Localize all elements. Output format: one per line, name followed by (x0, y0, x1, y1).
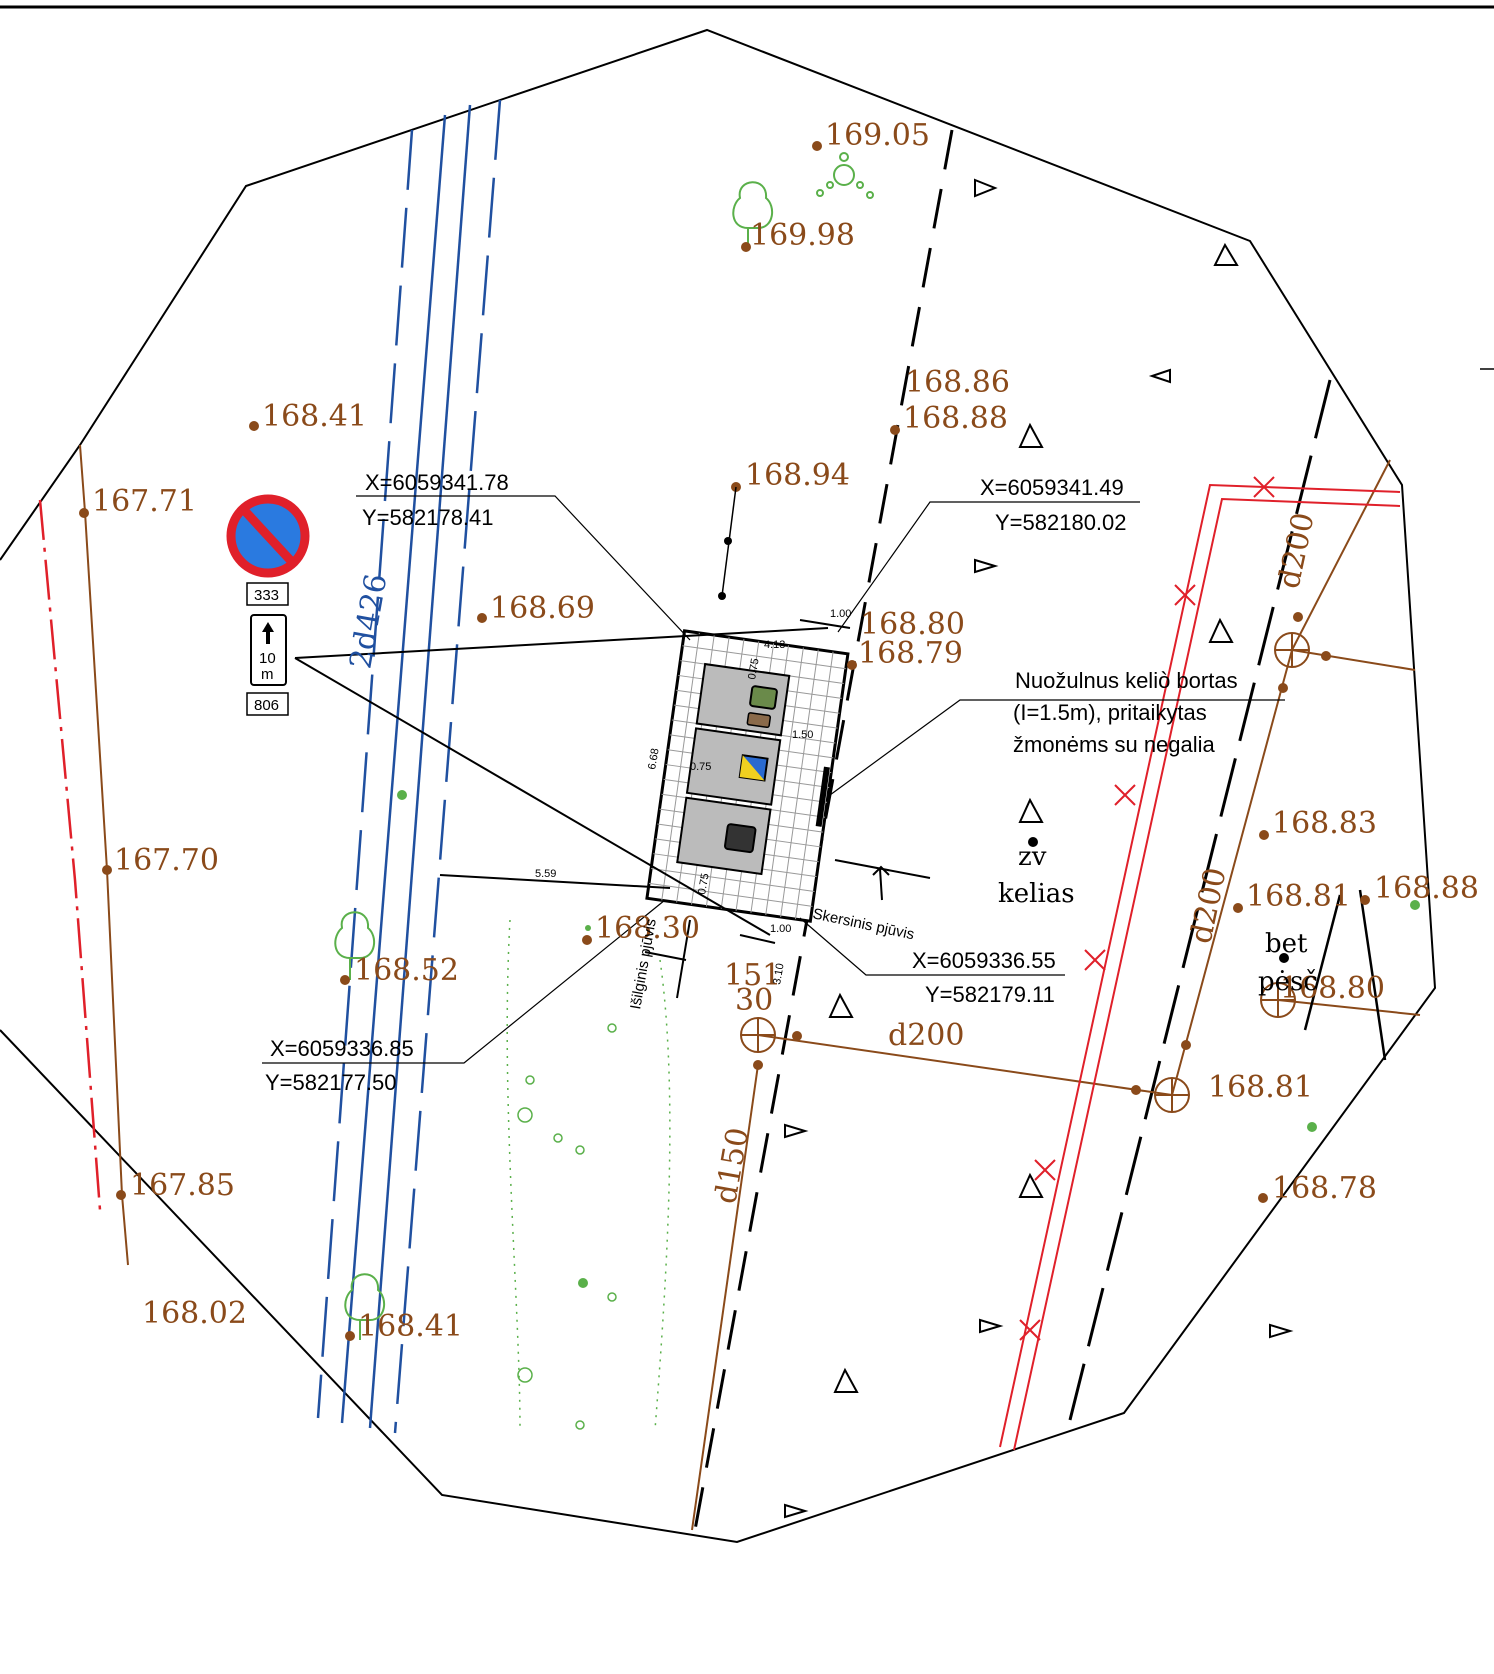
well-label: 30 (735, 983, 773, 1018)
surface-label: kelias (998, 879, 1075, 909)
coord-x: X=6059341.49 (980, 475, 1124, 500)
wells (740, 632, 1310, 1113)
elevation-label: 168.78 (1272, 1171, 1377, 1206)
shrub-icons (517, 1023, 617, 1430)
water-pipes (316, 99, 502, 1434)
surface-label: pėsč (1258, 967, 1318, 997)
sign-code-top: 333 (254, 587, 279, 604)
right-lines (1303, 889, 1387, 1061)
survey-boundary (0, 28, 1437, 1544)
surface-label: zv (1018, 842, 1047, 872)
elevation-label: 168.41 (262, 399, 367, 434)
coord-x: X=6059341.78 (365, 470, 509, 495)
road-lines (693, 129, 1332, 1531)
elevation-label: 167.70 (114, 843, 219, 878)
sign-leaders (294, 627, 829, 936)
survey-points (79, 141, 1370, 1341)
elevation-labels: 169.05 169.98 168.86 168.88 168.41 168.9… (92, 118, 1479, 1344)
section-markers (644, 859, 931, 999)
pipe-label-d150: d150 (708, 1125, 756, 1206)
vegetation-patch (506, 919, 671, 1431)
coord-y: Y=582178.41 (362, 505, 494, 530)
pipe-label-d200: d200 (1272, 510, 1322, 592)
pipe-d150 (691, 1064, 759, 1531)
survey-tie-line (721, 486, 737, 597)
dimension-labels: 1.00 4.13 1.50 0.75 0.75 0.75 6.68 5.59 … (535, 608, 851, 986)
elevation-label: 168.81 (1246, 879, 1351, 914)
elevation-label: 167.71 (92, 484, 197, 519)
elevation-label: 168.81 (1208, 1070, 1313, 1105)
dimension-label: 1.00 (830, 608, 851, 620)
elevation-label: 169.98 (750, 218, 855, 253)
elevation-label: 167.85 (130, 1168, 235, 1203)
up-arrow-icon (262, 622, 274, 644)
sign-arrow-value: 10 (259, 650, 276, 667)
sign-arrow-unit: m (261, 666, 274, 683)
dimension-label: 4.13 (764, 639, 785, 651)
dimension-label: 0.75 (690, 761, 711, 773)
elevation-label: 168.80 (860, 607, 965, 642)
elevation-label: 168.80 (1280, 971, 1385, 1006)
curb-note: Nuožulnus keliò bortas (I=1.5m), pritaik… (1013, 668, 1238, 757)
dimension-label: 5.59 (535, 868, 556, 880)
coord-y: Y=582177.50 (265, 1070, 397, 1095)
dimension-label: 6.68 (646, 747, 662, 770)
dimension-label: 1.50 (792, 729, 813, 741)
coord-x: X=6059336.85 (270, 1036, 414, 1061)
elevation-label: 168.69 (490, 591, 595, 626)
coord-y: Y=582180.02 (995, 510, 1127, 535)
black-points (718, 537, 1289, 963)
dimension-label: 1.00 (770, 923, 791, 935)
elevation-label: 168.52 (354, 953, 459, 988)
well-label: 151 (724, 958, 781, 993)
road-markings (784, 178, 1294, 1519)
note-line: (I=1.5m), pritaikytas (1013, 700, 1207, 725)
elevation-label: 168.83 (1272, 806, 1377, 841)
sign-code-bottom: 806 (254, 697, 279, 714)
container-platform (645, 629, 850, 923)
elevation-label: 168.94 (745, 458, 850, 493)
cable-crosses (1019, 476, 1275, 1341)
dimension-label: 0.75 (696, 872, 712, 895)
red-boundary-line (38, 499, 102, 1211)
elevation-label: 168.41 (358, 1309, 463, 1344)
leader-lines (262, 495, 1285, 1064)
elevation-label: 168.30 (595, 911, 700, 946)
dimension-label: 0.75 (746, 657, 762, 680)
elevation-label: 168.79 (858, 636, 963, 671)
dimension-lines (439, 619, 851, 944)
no-parking-sign: 333 10 m 806 (226, 494, 310, 716)
pipe-label-d200: d200 (888, 1018, 964, 1053)
pipe-label-d200: d200 (1184, 865, 1234, 947)
coord-y: Y=582179.11 (925, 982, 1055, 1007)
elevation-label: 169.05 (825, 118, 930, 153)
water-pipe-label: 2d426 (343, 571, 394, 671)
note-line: Nuožulnus keliò bortas (1015, 668, 1238, 693)
electric-cables (999, 483, 1401, 1451)
dimension-label: 3.10 (771, 962, 787, 985)
note-line: žmonėms su negalia (1013, 732, 1216, 757)
pipes-d200 (757, 459, 1421, 1096)
surface-label: bet (1265, 929, 1308, 959)
coordinate-labels: X=6059341.78 Y=582178.41 X=6059341.49 Y=… (265, 470, 1127, 1095)
cross-section-label: Skersinis pjūvis (811, 905, 916, 943)
elevation-label: 168.88 (1374, 871, 1479, 906)
elevation-label: 168.02 (142, 1296, 247, 1331)
elevation-label: 168.86 (905, 365, 1010, 400)
elevation-label: 168.88 (903, 401, 1008, 436)
coord-x: X=6059336.55 (912, 948, 1056, 973)
green-dots (397, 790, 1420, 1288)
